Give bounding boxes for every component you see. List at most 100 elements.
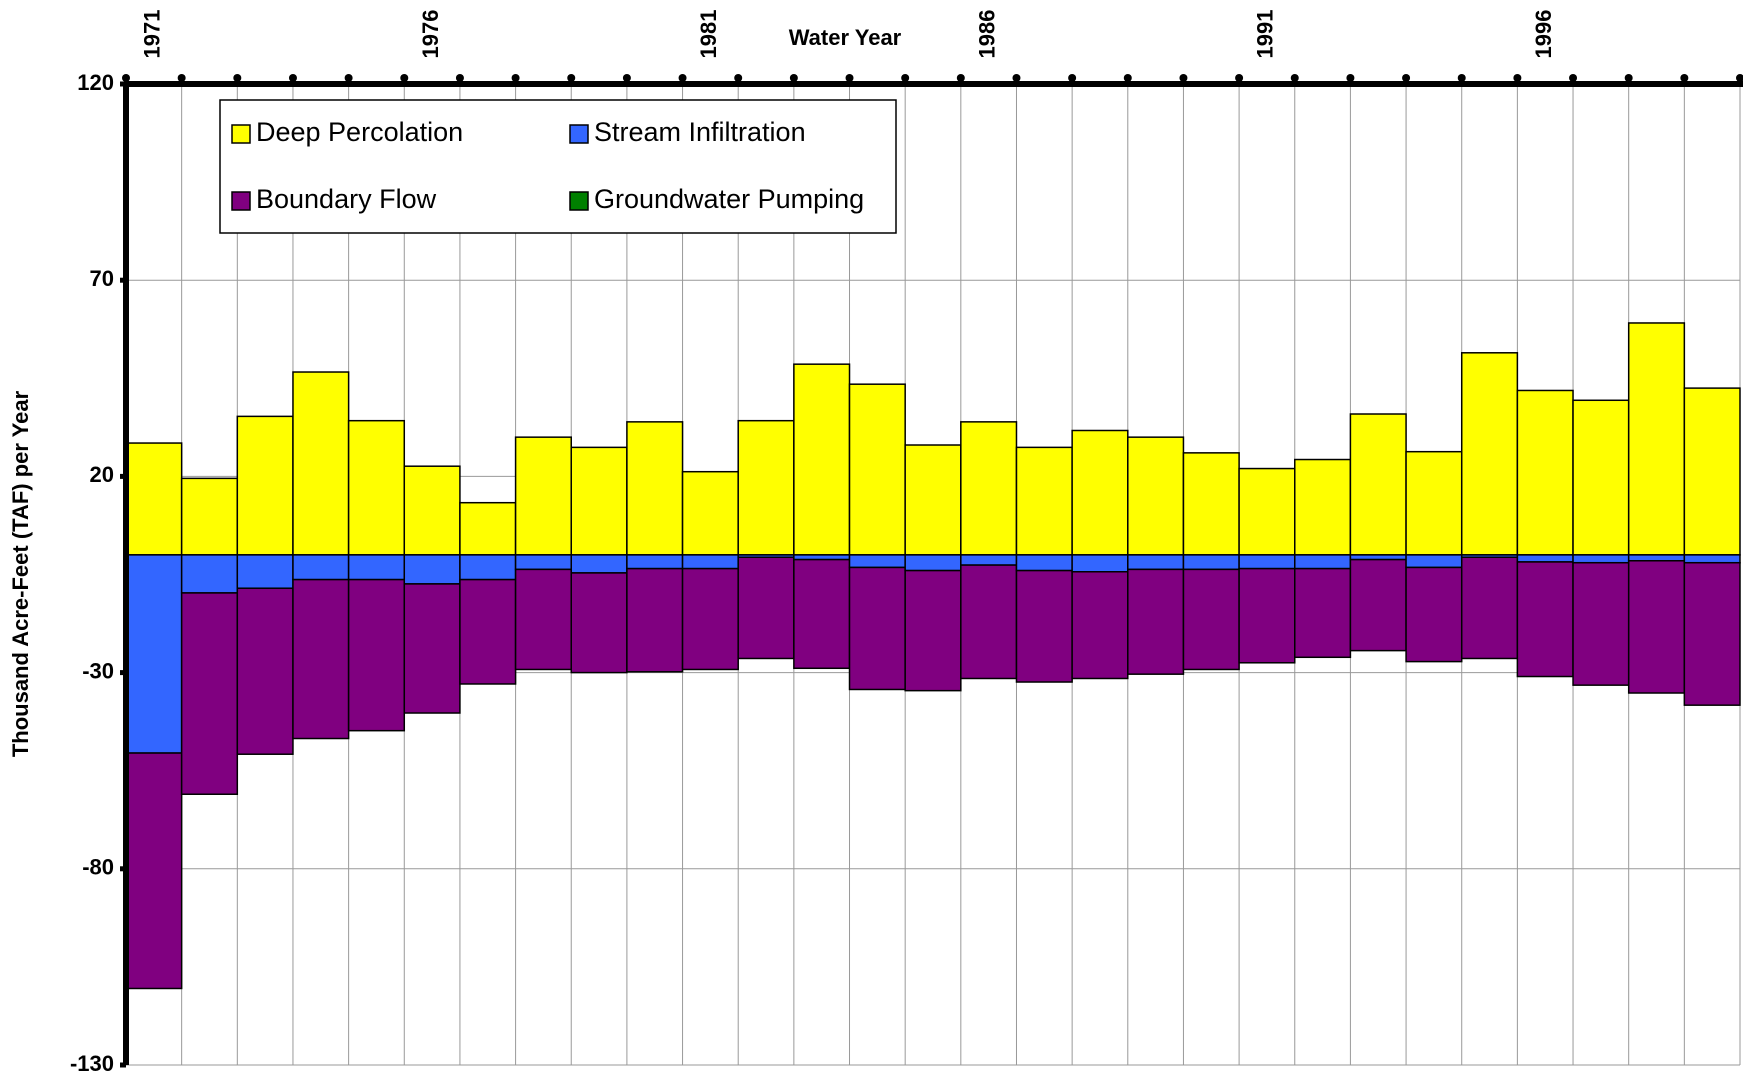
bar bbox=[125, 442, 183, 556]
x-tick-dot bbox=[1680, 74, 1689, 82]
x-tick-dot bbox=[122, 74, 130, 82]
legend-swatch bbox=[231, 191, 251, 211]
y-tick-label: -130 bbox=[70, 1051, 114, 1076]
x-tick-label: 1971 bbox=[140, 10, 165, 59]
bar bbox=[1516, 554, 1574, 563]
bar bbox=[904, 554, 962, 572]
legend-swatch bbox=[569, 124, 589, 144]
legend: Deep Percolation Stream Infiltration Bound… bbox=[219, 99, 897, 234]
bar bbox=[1683, 387, 1741, 556]
bar bbox=[403, 583, 461, 714]
legend-label: Groundwater Pumping bbox=[594, 184, 864, 214]
x-tick-label: 1991 bbox=[1253, 10, 1278, 59]
bar bbox=[1294, 567, 1352, 659]
x-tick-dot bbox=[901, 74, 910, 82]
bar bbox=[793, 363, 851, 556]
legend-box bbox=[219, 99, 897, 234]
bar bbox=[1015, 554, 1073, 572]
x-tick-dot bbox=[233, 74, 242, 82]
bar bbox=[1127, 568, 1185, 675]
x-tick-dot bbox=[1736, 74, 1743, 82]
legend-label: Stream Infiltration bbox=[594, 117, 806, 147]
bar bbox=[626, 567, 684, 673]
bar bbox=[1683, 561, 1741, 706]
x-tick-dot bbox=[288, 74, 297, 82]
bar bbox=[1015, 446, 1073, 556]
bar bbox=[125, 752, 183, 990]
bar bbox=[1572, 561, 1630, 686]
bar bbox=[1015, 569, 1073, 683]
bar bbox=[1071, 571, 1129, 680]
y-tick-label: 70 bbox=[90, 266, 114, 291]
x-tick-dot bbox=[1068, 74, 1077, 82]
x-tick-dot bbox=[1513, 74, 1522, 82]
x-tick-dot bbox=[1290, 74, 1299, 82]
x-tick-label: 1996 bbox=[1531, 10, 1556, 59]
bar bbox=[737, 419, 795, 556]
x-tick-dot bbox=[1012, 74, 1021, 82]
x-tick-label: 1981 bbox=[696, 10, 721, 59]
x-tick-dot bbox=[678, 74, 687, 82]
x-tick-dot bbox=[1235, 74, 1244, 82]
y-tick-label: 120 bbox=[77, 70, 114, 95]
x-tick-dot bbox=[1179, 74, 1188, 82]
x-tick-dot bbox=[1624, 74, 1633, 82]
x-tick-dot bbox=[344, 74, 353, 82]
bar bbox=[1460, 556, 1519, 660]
bar bbox=[960, 564, 1018, 680]
bar bbox=[1182, 568, 1240, 671]
bar bbox=[1238, 467, 1296, 556]
bar bbox=[681, 470, 739, 556]
bar bbox=[1294, 458, 1352, 556]
bar bbox=[1516, 389, 1574, 556]
bar bbox=[1405, 450, 1463, 556]
bar bbox=[236, 415, 294, 556]
bar bbox=[1572, 554, 1630, 564]
x-tick-dot bbox=[567, 74, 576, 82]
bar bbox=[1182, 452, 1240, 556]
bar bbox=[960, 421, 1018, 556]
bar bbox=[626, 421, 684, 556]
bar bbox=[514, 436, 572, 556]
bar bbox=[1182, 554, 1240, 571]
bar bbox=[1627, 554, 1686, 562]
bar bbox=[1405, 554, 1463, 569]
bar bbox=[570, 554, 628, 574]
bar bbox=[1516, 561, 1574, 678]
bar bbox=[1572, 399, 1630, 556]
bar bbox=[459, 578, 517, 685]
y-tick-label: -80 bbox=[82, 855, 114, 880]
bar bbox=[570, 572, 628, 674]
bar bbox=[1627, 560, 1686, 694]
bars bbox=[125, 322, 1741, 990]
bar bbox=[626, 554, 684, 570]
bar bbox=[292, 554, 350, 581]
bar bbox=[514, 554, 572, 571]
bar bbox=[1349, 558, 1407, 652]
x-tick-dot bbox=[1123, 74, 1132, 82]
x-tick-dot bbox=[1346, 74, 1355, 82]
x-tick-dot bbox=[789, 74, 798, 82]
x-tick-dot bbox=[1457, 74, 1466, 82]
bar bbox=[292, 578, 350, 740]
y-tick-label: -30 bbox=[82, 658, 114, 683]
bar bbox=[180, 477, 239, 556]
x-tick-dot bbox=[734, 74, 743, 82]
bar bbox=[1294, 554, 1352, 570]
legend-label: Boundary Flow bbox=[256, 184, 437, 214]
y-axis-label: Thousand Acre-Feet (TAF) per Year bbox=[8, 390, 33, 757]
bar bbox=[1071, 429, 1129, 556]
x-tick-dot bbox=[845, 74, 854, 82]
bar bbox=[459, 554, 517, 581]
bar bbox=[1460, 352, 1519, 556]
x-tick-label: 1986 bbox=[974, 10, 999, 59]
bar bbox=[514, 568, 572, 671]
bar bbox=[403, 554, 461, 585]
bar bbox=[681, 567, 739, 671]
chart-title: Water Year bbox=[789, 25, 902, 50]
bar bbox=[459, 501, 517, 556]
bar bbox=[236, 554, 294, 589]
bar bbox=[1683, 554, 1741, 564]
